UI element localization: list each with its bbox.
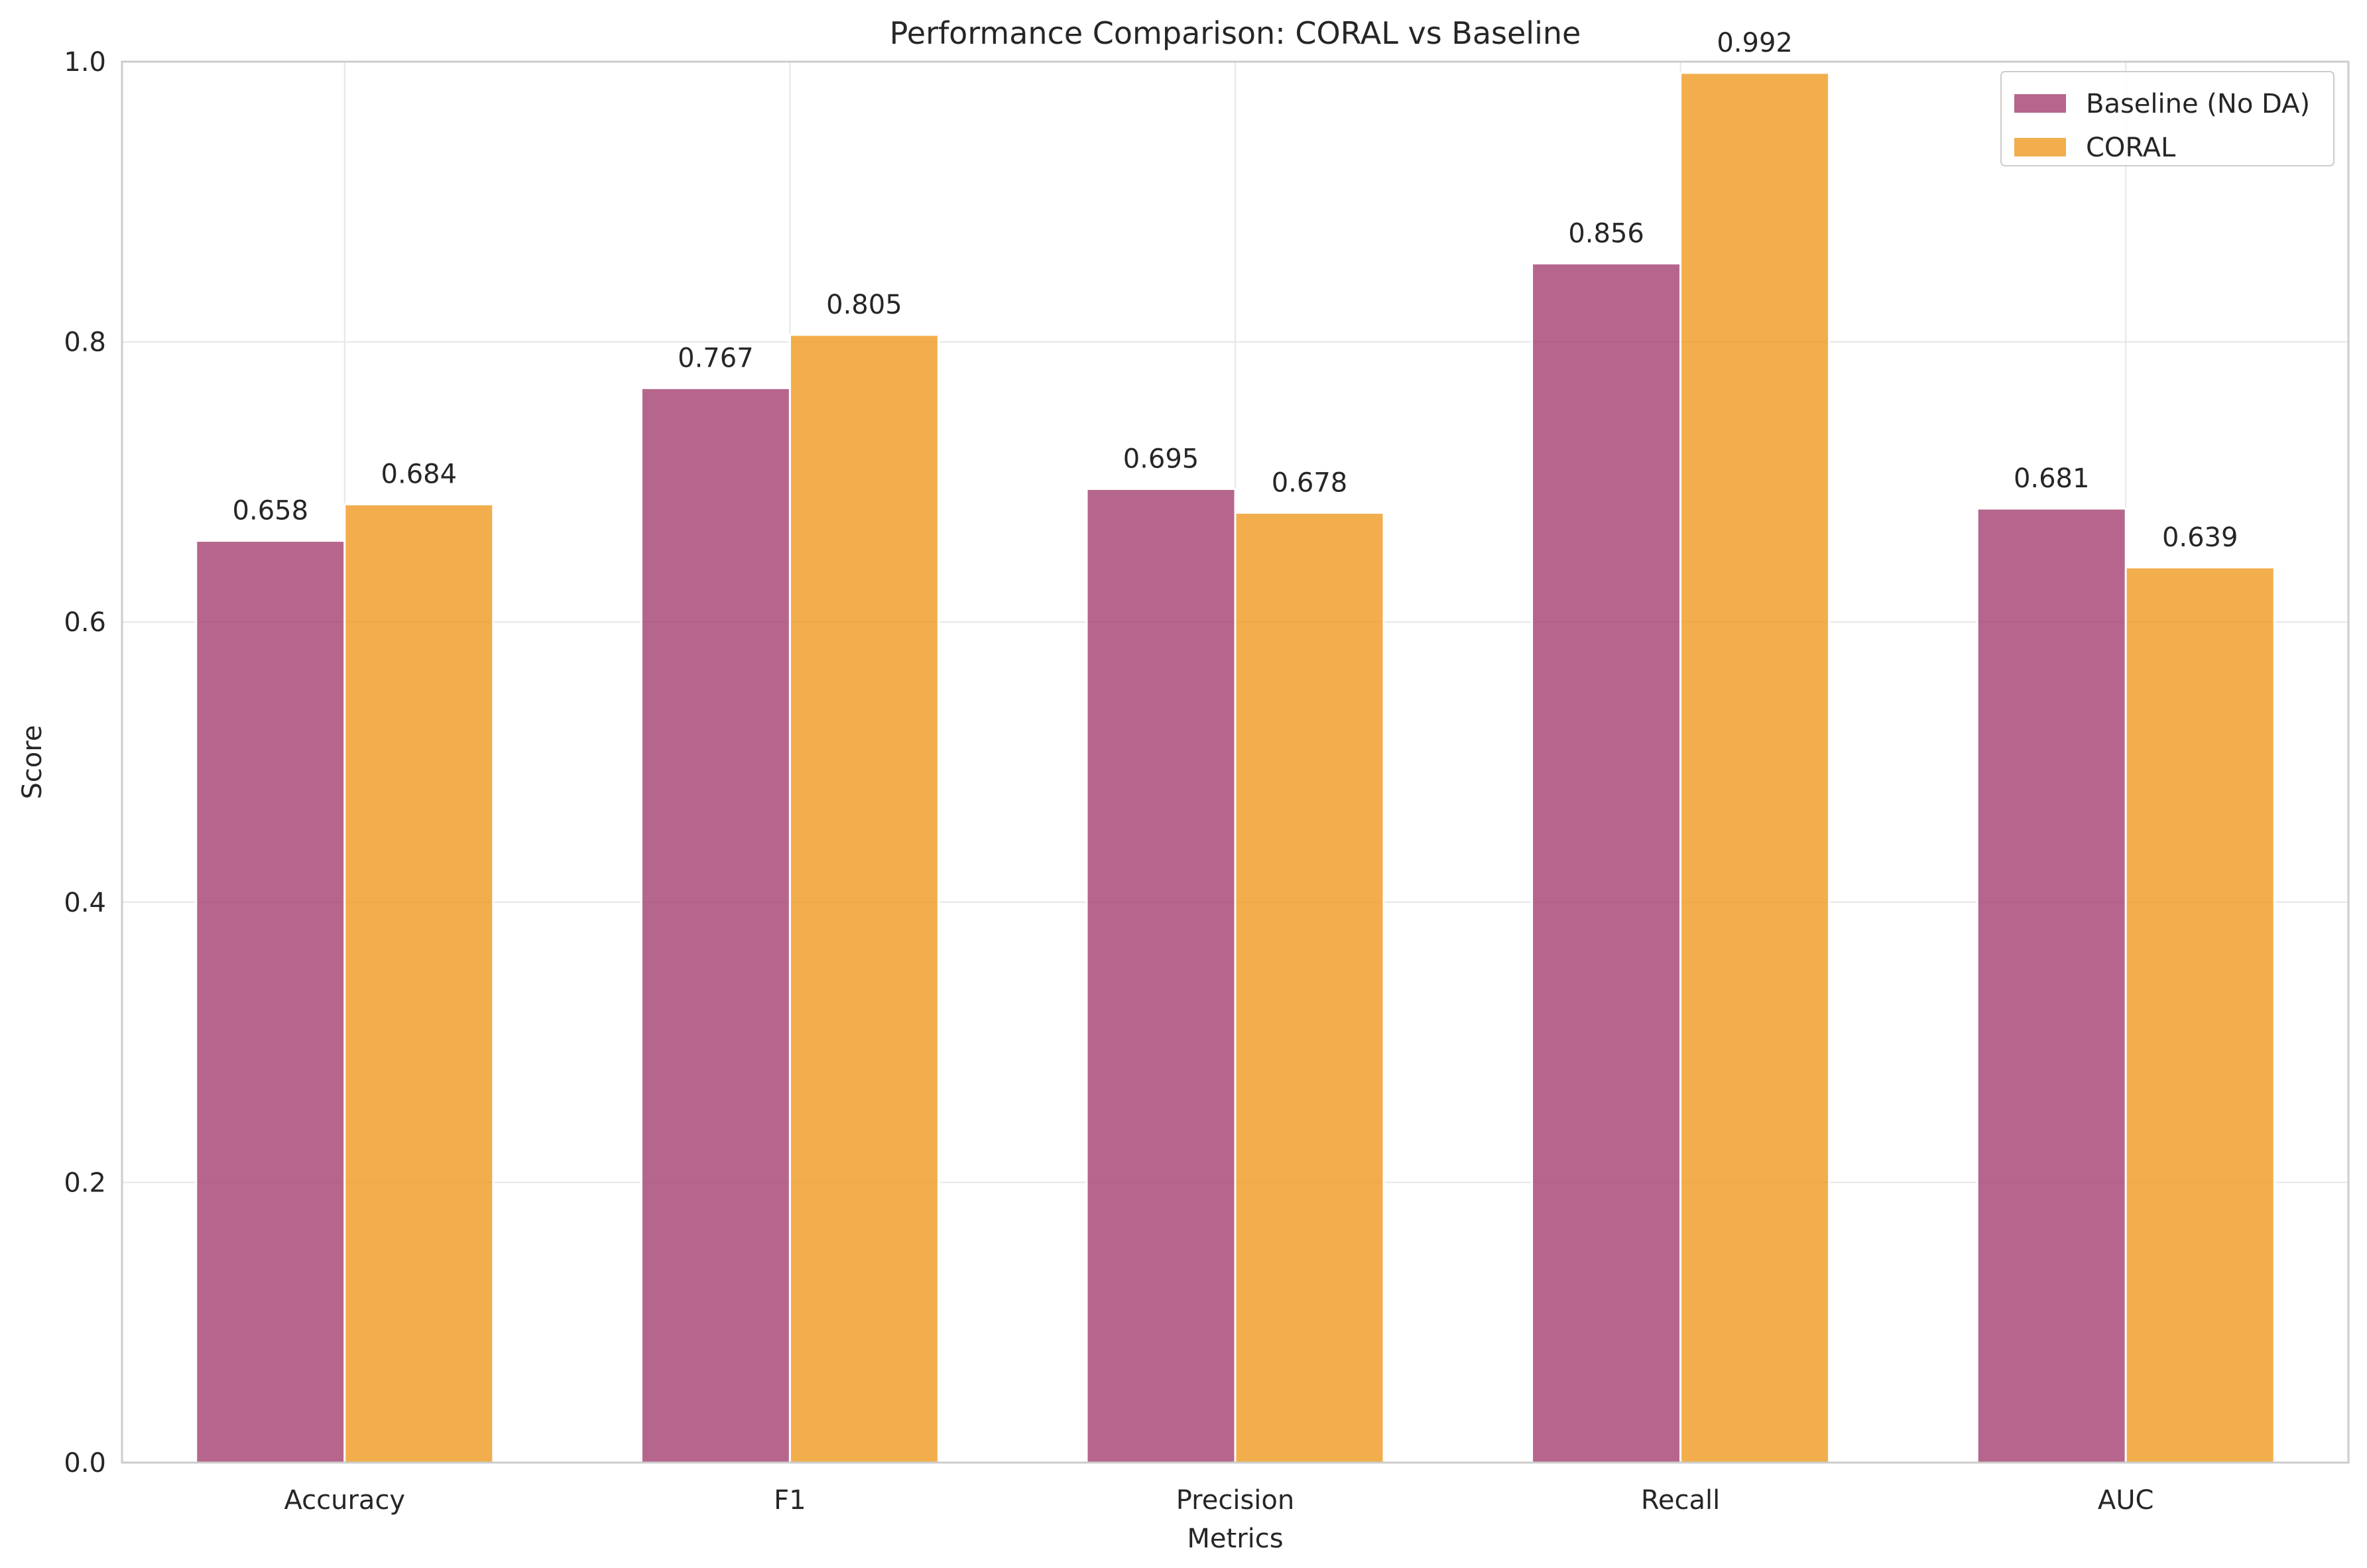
bar-coral	[343, 503, 495, 1464]
bar-coral	[1679, 72, 1831, 1464]
legend-swatch-baseline	[2014, 94, 2066, 113]
y-tick-label: 0.6	[64, 607, 106, 638]
y-tick-label: 0.0	[64, 1448, 106, 1478]
bar-baseline	[195, 540, 346, 1464]
x-tick-label: AUC	[2098, 1485, 2154, 1516]
chart-title: Performance Comparison: CORAL vs Baselin…	[890, 15, 1581, 51]
legend-box	[2000, 71, 2335, 166]
bar-value-label: 0.639	[2162, 522, 2238, 553]
bar-coral	[2124, 566, 2276, 1464]
y-tick-label: 0.2	[64, 1168, 106, 1198]
bar-value-label: 0.695	[1123, 444, 1199, 474]
bar-baseline	[1976, 507, 2127, 1464]
x-tick-label: Precision	[1176, 1485, 1294, 1516]
y-tick-label: 0.8	[64, 328, 106, 358]
x-tick-label: Accuracy	[284, 1485, 405, 1516]
y-axis-title: Score	[17, 725, 48, 799]
x-tick-label: Recall	[1641, 1485, 1720, 1516]
legend-swatch-coral	[2014, 138, 2066, 156]
bar-value-label: 0.658	[233, 496, 309, 526]
bar-value-label: 0.681	[2014, 463, 2090, 494]
bar-coral	[788, 333, 940, 1464]
bar-baseline	[640, 387, 791, 1464]
bar-baseline	[1531, 262, 1682, 1464]
bar-value-label: 0.678	[1272, 467, 1348, 498]
y-axis-ticks: 0.0 0.2 0.4 0.6 0.8 1.0	[64, 47, 106, 1478]
bar-baseline	[1085, 487, 1237, 1464]
legend-label-coral: CORAL	[2086, 133, 2176, 163]
bar-value-label: 0.805	[826, 290, 902, 320]
legend-label-baseline: Baseline (No DA)	[2086, 89, 2310, 119]
bars	[195, 72, 2276, 1464]
bar-value-label: 0.767	[678, 343, 754, 373]
y-tick-label: 1.0	[64, 47, 106, 78]
bar-value-label: 0.856	[1568, 218, 1644, 249]
x-axis-title: Metrics	[1187, 1524, 1283, 1554]
x-axis-ticks: Accuracy F1 Precision Recall AUC	[284, 1485, 2154, 1516]
legend: Baseline (No DA) CORAL	[2000, 71, 2335, 166]
y-tick-label: 0.4	[64, 888, 106, 918]
plot-frame	[121, 60, 2350, 1464]
bar-value-label: 0.684	[381, 459, 457, 490]
bar-value-label: 0.992	[1717, 28, 1793, 58]
x-tick-label: F1	[774, 1485, 806, 1516]
bar-coral	[1234, 511, 1385, 1464]
value-labels: 0.658 0.684 0.767 0.805 0.695 0.678 0.856 0.992…	[233, 28, 2238, 553]
